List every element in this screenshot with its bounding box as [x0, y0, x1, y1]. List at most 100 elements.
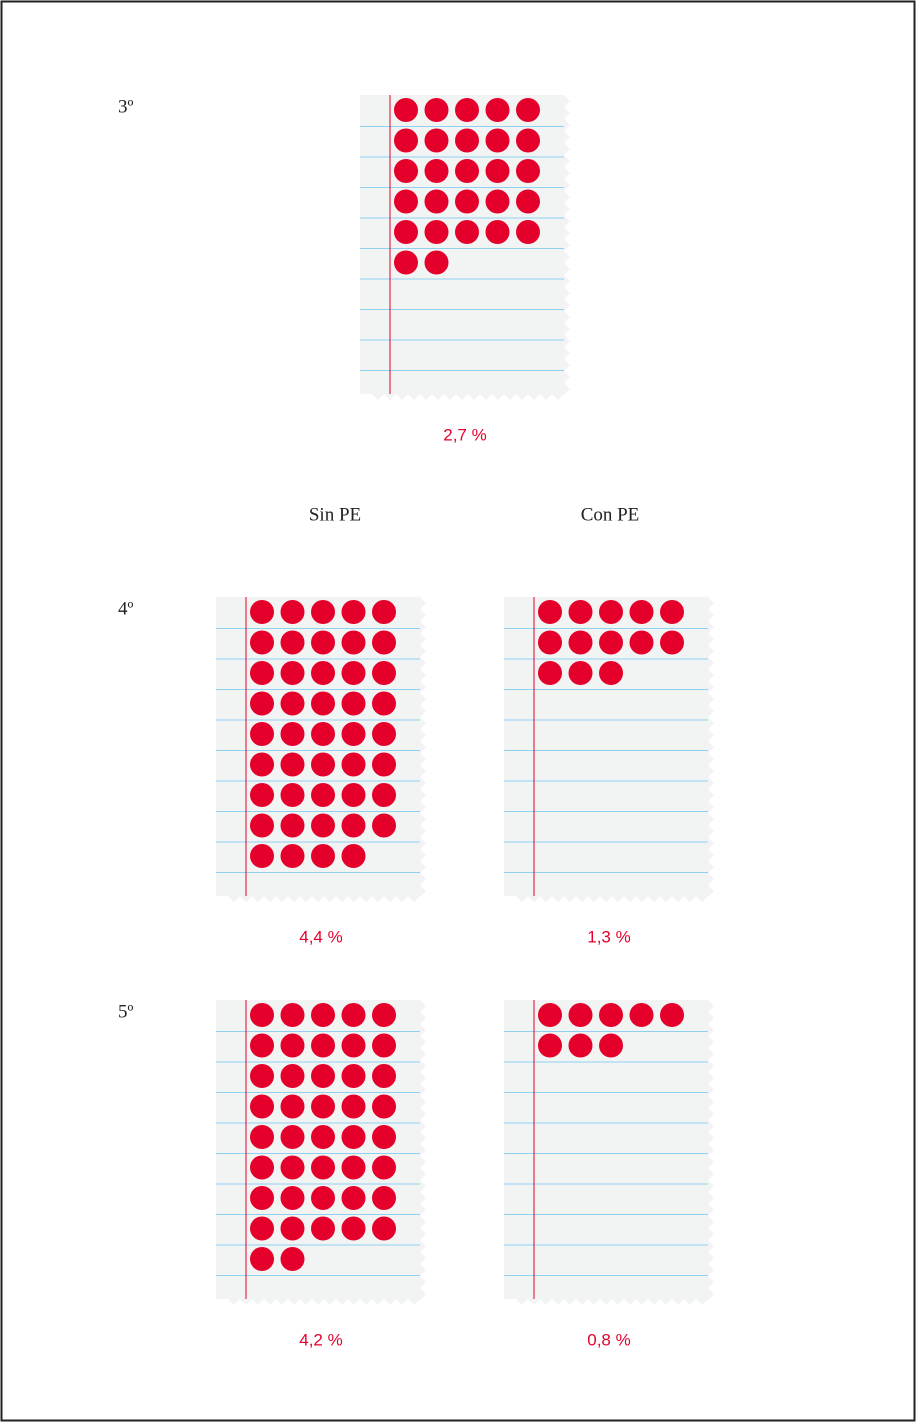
dot	[250, 1125, 274, 1149]
dot	[599, 630, 623, 655]
dot	[250, 722, 274, 746]
dot	[341, 1155, 366, 1180]
dot	[280, 630, 305, 655]
dot	[372, 1216, 396, 1241]
dot	[341, 630, 366, 655]
dot	[311, 1125, 335, 1149]
dot	[341, 1125, 366, 1149]
dot	[372, 722, 396, 746]
dot	[538, 1003, 562, 1027]
dot	[455, 159, 479, 183]
dot	[372, 752, 396, 777]
dot	[280, 1125, 305, 1149]
dot	[341, 1216, 366, 1241]
dot	[538, 630, 562, 655]
dot	[250, 600, 274, 624]
dot	[280, 844, 305, 868]
dot	[394, 159, 418, 183]
dot	[280, 1186, 305, 1210]
dot	[250, 752, 274, 777]
dot	[599, 600, 623, 624]
dot	[311, 1155, 335, 1180]
dot	[341, 844, 366, 868]
dot	[660, 630, 684, 655]
dot	[311, 1003, 335, 1027]
dot	[341, 691, 366, 716]
row-label: 4º	[118, 598, 134, 619]
value-label: 4,2 %	[299, 1330, 342, 1349]
dot	[280, 783, 305, 807]
dot	[341, 1186, 366, 1210]
dot	[516, 220, 540, 244]
dot	[341, 1003, 366, 1027]
dot	[280, 1155, 305, 1180]
value-label: 0,8 %	[587, 1330, 630, 1349]
dot	[394, 128, 418, 153]
dot	[568, 661, 593, 685]
dot	[250, 1155, 274, 1180]
dot	[424, 159, 449, 183]
dot	[660, 1003, 684, 1027]
dot	[341, 1094, 366, 1119]
dot	[372, 1186, 396, 1210]
dot	[485, 159, 510, 183]
dot	[424, 189, 449, 214]
dot	[341, 783, 366, 807]
dot	[250, 661, 274, 685]
dot	[311, 722, 335, 746]
dot	[311, 1033, 335, 1058]
group-label: Con PE	[581, 504, 640, 525]
dot	[485, 220, 510, 244]
dot	[538, 1033, 562, 1058]
dot	[250, 1064, 274, 1088]
dot	[455, 189, 479, 214]
dot	[280, 691, 305, 716]
dot	[372, 661, 396, 685]
dot	[629, 1003, 654, 1027]
dot	[599, 1003, 623, 1027]
dot	[311, 691, 335, 716]
dot	[485, 98, 510, 122]
dot	[424, 220, 449, 244]
dot	[280, 600, 305, 624]
dot	[568, 1033, 593, 1058]
dot	[250, 1094, 274, 1119]
dot	[372, 1125, 396, 1149]
dot	[424, 250, 449, 275]
value-label: 2,7 %	[443, 425, 486, 444]
dot	[311, 661, 335, 685]
dot	[424, 128, 449, 153]
paper	[504, 1000, 714, 1305]
dot	[341, 752, 366, 777]
dot	[599, 1033, 623, 1058]
dot	[311, 783, 335, 807]
dot	[280, 752, 305, 777]
dot	[311, 630, 335, 655]
dot	[538, 600, 562, 624]
dot	[599, 661, 623, 685]
dot	[424, 98, 449, 122]
dot	[372, 630, 396, 655]
dot	[311, 1216, 335, 1241]
dot	[568, 1003, 593, 1027]
dot	[372, 1003, 396, 1027]
dot	[250, 1247, 274, 1271]
dot	[250, 691, 274, 716]
dot	[394, 98, 418, 122]
dot	[372, 1155, 396, 1180]
dot	[250, 1216, 274, 1241]
dot	[280, 722, 305, 746]
dot	[280, 661, 305, 685]
dot	[341, 1064, 366, 1088]
dot	[455, 128, 479, 153]
dot	[394, 250, 418, 275]
dot	[280, 813, 305, 838]
dot	[311, 600, 335, 624]
dot	[250, 813, 274, 838]
dot	[250, 630, 274, 655]
dot	[629, 630, 654, 655]
dot	[280, 1033, 305, 1058]
dot	[311, 1064, 335, 1088]
dot	[280, 1216, 305, 1241]
